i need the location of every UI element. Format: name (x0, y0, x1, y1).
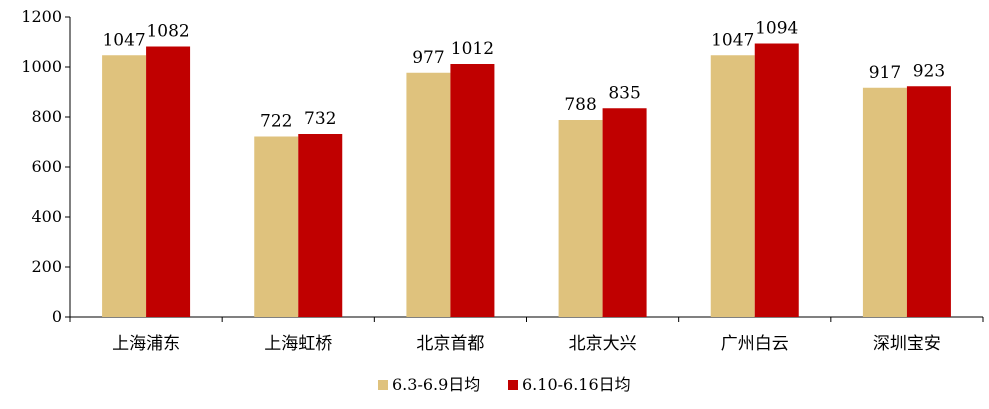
y-tick-label: 1000 (21, 57, 62, 76)
x-category-label: 上海浦东 (112, 334, 180, 354)
legend-label: 6.3-6.9日均 (392, 375, 480, 394)
bar-value-label: 732 (304, 109, 336, 129)
bars-group (102, 43, 951, 317)
y-tick-label: 600 (31, 157, 62, 176)
bar-value-label: 722 (260, 112, 292, 132)
bar-value-label: 1094 (755, 19, 798, 39)
bar (602, 108, 647, 317)
legend-label: 6.10-6.16日均 (522, 375, 631, 394)
y-tick-label: 1200 (21, 7, 62, 26)
y-tick-label: 800 (31, 107, 62, 126)
legend-item: 6.10-6.16日均 (508, 375, 631, 394)
bar (862, 87, 907, 317)
bar-value-label: 1012 (451, 39, 494, 59)
x-category-label: 上海虹桥 (264, 334, 332, 354)
bar-value-label: 917 (869, 63, 901, 83)
bar (102, 55, 147, 317)
x-axis: 上海浦东 上海虹桥 北京首都 北京大兴 广州白云 深圳宝安 (69, 316, 984, 354)
legend-swatch (508, 380, 518, 390)
bar-value-label: 923 (913, 61, 945, 81)
y-tick-label: 400 (31, 207, 62, 226)
x-category-label: 北京大兴 (569, 334, 637, 354)
bar-value-label: 1082 (146, 22, 189, 42)
x-category-label: 深圳宝安 (873, 334, 941, 354)
bar (450, 64, 495, 317)
bar-value-label: 835 (608, 83, 640, 103)
bar (710, 55, 755, 317)
bar (906, 86, 951, 317)
legend: 6.3-6.9日均 6.10-6.16日均 (378, 375, 631, 394)
x-category-label: 北京首都 (416, 334, 484, 354)
bar (558, 120, 603, 317)
bar (146, 46, 191, 317)
bar (754, 43, 799, 317)
bar-value-label: 1047 (102, 30, 145, 50)
y-tick-label: 200 (31, 257, 62, 276)
legend-item: 6.3-6.9日均 (378, 375, 480, 394)
bar-value-label: 788 (564, 95, 596, 115)
x-category-label: 广州白云 (721, 334, 789, 354)
bar (254, 136, 299, 317)
bar-value-label: 1047 (711, 30, 754, 50)
bar-value-label: 977 (412, 48, 444, 68)
bar (298, 134, 343, 317)
y-axis: 0 200 400 600 800 1000 1200 (21, 7, 71, 326)
legend-swatch (378, 380, 388, 390)
bar (406, 72, 451, 317)
y-tick-label: 0 (52, 307, 62, 326)
